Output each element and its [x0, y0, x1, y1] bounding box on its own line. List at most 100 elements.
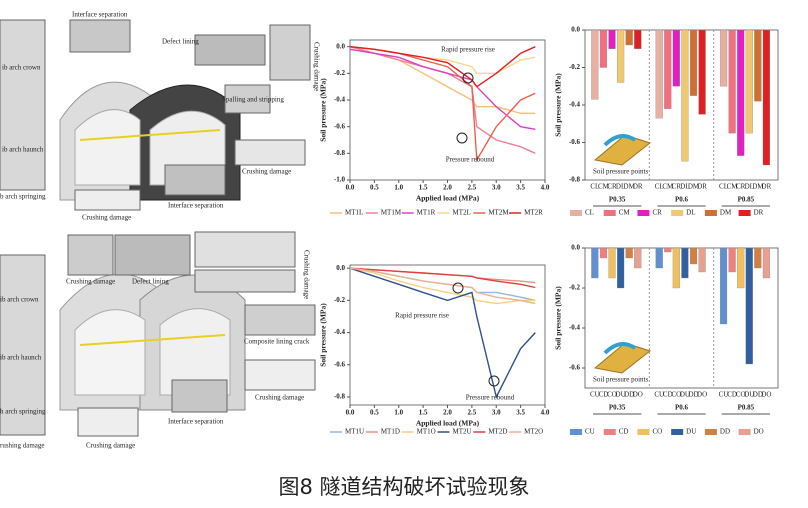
photo [194, 231, 296, 268]
bar-category-label: CR [736, 183, 746, 191]
bar [762, 247, 771, 279]
bar [689, 29, 698, 96]
bar [664, 29, 672, 109]
bar [599, 29, 608, 68]
x-tick-label: 0.0 [346, 184, 355, 192]
bar-category-label: DM [752, 183, 764, 191]
bar [762, 29, 771, 166]
y-tick-label: -0.4 [334, 328, 346, 336]
bar [591, 29, 599, 100]
legend-label: MT2M [488, 209, 509, 217]
group-label: P0.35 [609, 404, 626, 412]
lining-mark [79, 334, 226, 346]
illustration-label: Interface separation [72, 11, 128, 19]
legend-label: DM [720, 209, 732, 217]
legend-label: MT1R [417, 209, 436, 217]
bar [591, 247, 599, 279]
bar [698, 247, 706, 273]
bar-category-label: CU [719, 391, 729, 399]
annotation: Rapid pressure rise [441, 46, 495, 54]
photo [0, 19, 46, 191]
illustration-label: Spalling and stripping [222, 96, 284, 104]
bar-category-label: CR [672, 183, 682, 191]
y-tick-label: -0.4 [569, 101, 581, 109]
series-line [349, 46, 536, 88]
bar-category-label: CM [598, 183, 610, 191]
legend-swatch [671, 429, 684, 435]
bar-category-label: CO [607, 391, 617, 399]
y-tick-label: -1.0 [334, 176, 346, 184]
bar-category-label: DR [762, 183, 772, 191]
illustration-label: Crushing damage [302, 250, 310, 299]
illustration-label: Defect lining [132, 278, 169, 286]
y-tick-label: 0.0 [336, 42, 345, 50]
tunnel-shape [159, 308, 231, 396]
group-label: P0.85 [738, 196, 755, 204]
bar [599, 247, 608, 259]
inset-label: Soil pressure points [593, 168, 648, 176]
illustration-label: rushing damage [0, 442, 45, 450]
legend-swatch [704, 210, 717, 216]
y-tick-label: -0.6 [569, 364, 581, 372]
y-tick-label: -0.8 [334, 393, 346, 401]
legend-swatch [603, 210, 616, 216]
bar [634, 29, 642, 49]
y-axis-title: Soil pressure (MPa) [554, 73, 563, 137]
y-tick-label: -0.8 [334, 149, 346, 157]
bar-category-label: DL [745, 183, 754, 191]
legend-swatch [738, 429, 751, 435]
x-tick-label: 1.5 [419, 184, 428, 192]
bar-category-label: DR [697, 183, 707, 191]
legend-label: MT2L [453, 209, 471, 217]
annotation: Pressure rebound [466, 394, 515, 402]
x-tick-label: 2.5 [468, 184, 477, 192]
annotation-circle [456, 132, 468, 144]
y-tick-label: -0.8 [569, 176, 581, 184]
legend-label: MT1U [345, 428, 364, 436]
bar [698, 29, 706, 115]
legend-label: CD [619, 428, 629, 436]
y-tick-label: 0.0 [571, 26, 580, 34]
bar [672, 29, 680, 87]
bar-category-label: DO [697, 391, 707, 399]
photo [244, 304, 316, 336]
y-tick-label: -0.6 [334, 360, 346, 368]
bar-category-label: CD [663, 391, 673, 399]
photo [234, 139, 306, 166]
inset-model [603, 342, 637, 355]
bar-category-label: CL [590, 183, 599, 191]
series-line [349, 46, 536, 115]
legend-label: MT2O [524, 428, 543, 436]
bar-category-label: DO [761, 391, 771, 399]
bar [617, 247, 625, 289]
group-label: P0.85 [738, 404, 755, 412]
legend-label: MT1O [417, 428, 436, 436]
bar-category-label: CU [590, 391, 600, 399]
y-tick-label: -0.2 [334, 69, 346, 77]
series-line [349, 46, 536, 154]
x-tick-label: 3.0 [492, 409, 501, 417]
bar-category-label: CO [736, 391, 746, 399]
x-tick-label: 3.0 [492, 184, 501, 192]
illustration-label: Crushing damage [66, 278, 115, 286]
legend-swatch [637, 429, 650, 435]
group-label: P0.6 [675, 196, 689, 204]
lining-mark [79, 129, 221, 141]
illustration-label: ib arch crown [0, 296, 39, 304]
photo [67, 234, 114, 276]
bar [617, 29, 625, 83]
bar [737, 247, 745, 289]
y-tick-label: -0.6 [334, 122, 346, 130]
photo [269, 24, 311, 81]
legend-label: MT1M [381, 209, 402, 217]
legend-label: MT2D [488, 428, 507, 436]
x-tick-label: 0.0 [346, 409, 355, 417]
inset-model [593, 342, 652, 374]
x-tick-label: 4.0 [541, 184, 550, 192]
y-tick-label: -0.2 [569, 63, 581, 71]
y-axis-title: Soil pressure (MPa) [554, 286, 563, 350]
annotation-circle [452, 282, 464, 294]
y-tick-label: -0.4 [334, 96, 346, 104]
bar [664, 247, 672, 253]
